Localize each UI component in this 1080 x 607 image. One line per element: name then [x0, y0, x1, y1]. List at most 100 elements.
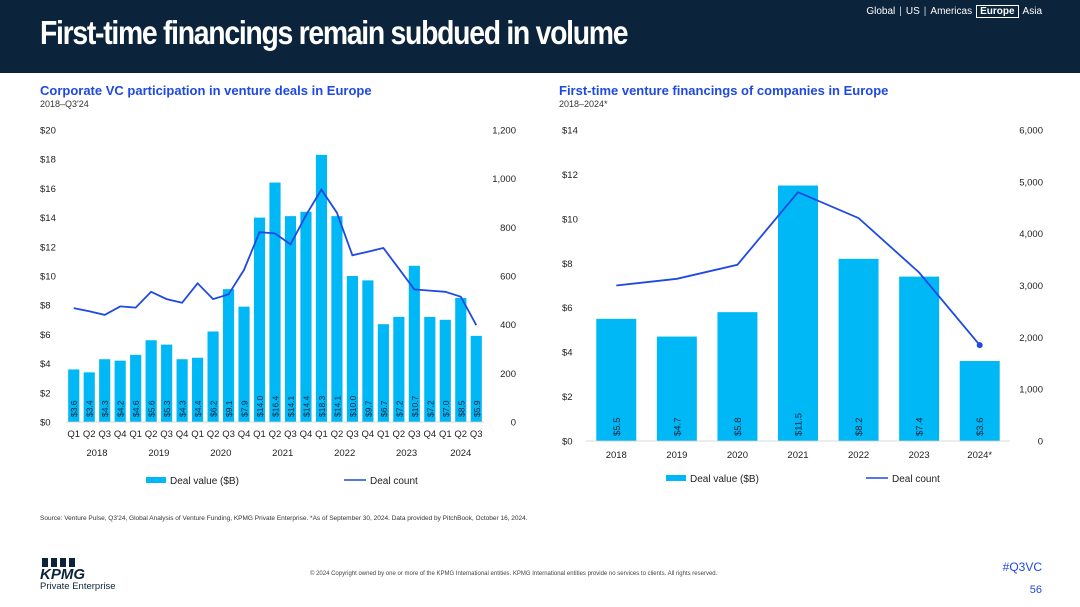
- left-x-year-label: 2024: [450, 448, 471, 459]
- right-x-category-label: 2018: [606, 450, 627, 461]
- left-bar: [130, 354, 142, 422]
- right-x-category-label: 2021: [787, 450, 808, 461]
- left-bar-label: $14.1: [332, 395, 342, 417]
- right-y-left-tick: $8: [562, 259, 573, 270]
- left-bar: [315, 154, 328, 422]
- logo-text: KPMG: [40, 566, 85, 583]
- source-note: Source: Venture Pulse, Q3'24, Global Ana…: [40, 515, 528, 522]
- left-bar: [362, 280, 374, 422]
- kpmg-logo: KPMG: [40, 558, 115, 585]
- left-y-left-tick: $10: [40, 272, 56, 283]
- left-y-right-tick: 800: [500, 223, 516, 234]
- left-x-quarter-label: Q3: [98, 429, 111, 440]
- left-x-quarter-label: Q4: [362, 429, 375, 440]
- right-y-right-tick: 5,000: [1019, 177, 1043, 188]
- left-x-quarter-label: Q4: [238, 429, 251, 440]
- left-y-left-tick: $6: [40, 330, 51, 341]
- left-bar-label: $6.7: [379, 400, 389, 417]
- page-number: 56: [1029, 584, 1042, 596]
- left-bar-label: $3.4: [85, 400, 95, 417]
- left-x-quarter-label: Q3: [346, 429, 359, 440]
- left-x-quarter-label: Q4: [176, 429, 189, 440]
- left-x-quarter-label: Q3: [160, 429, 173, 440]
- left-bar-label: $14.0: [255, 395, 265, 417]
- left-bar: [114, 360, 126, 422]
- left-bar-label: $3.6: [69, 400, 79, 417]
- left-x-quarter-label: Q1: [315, 429, 328, 440]
- left-bar: [99, 359, 111, 422]
- left-x-quarter-label: Q1: [439, 429, 452, 440]
- left-bar-label: $18.3: [317, 395, 327, 417]
- left-bar: [145, 340, 157, 422]
- right-line-end-point: [976, 342, 983, 349]
- left-y-right-tick: 1,200: [492, 126, 516, 137]
- left-bar-label: $10.0: [348, 395, 358, 417]
- right-bar-label: $3.6: [975, 418, 986, 437]
- right-bar: [959, 361, 1000, 441]
- left-bar-label: $4.3: [178, 400, 188, 417]
- left-x-quarter-label: Q1: [253, 429, 266, 440]
- region-asia[interactable]: Asia: [1022, 6, 1042, 17]
- left-chart-title: Corporate VC participation in venture de…: [40, 83, 372, 98]
- right-x-category-label: 2020: [727, 450, 748, 461]
- region-us[interactable]: US: [905, 6, 920, 17]
- left-bar-label: $6.2: [209, 400, 219, 417]
- left-bar: [176, 359, 188, 422]
- left-y-left-tick: $0: [40, 418, 51, 429]
- region-americas[interactable]: Americas: [930, 6, 973, 17]
- region-nav: Global | US | Americas Europe Asia: [866, 5, 1042, 18]
- right-legend-bar-label: Deal value ($B): [690, 474, 759, 485]
- region-global[interactable]: Global: [866, 6, 896, 17]
- left-bar-label: $7.2: [394, 400, 404, 417]
- logo-subtitle: Private Enterprise: [40, 581, 116, 592]
- left-bar: [470, 335, 482, 422]
- left-bar-label: $5.6: [147, 400, 157, 417]
- right-chart-subtitle: 2018–2024*: [559, 99, 608, 109]
- left-bar: [346, 276, 358, 422]
- left-bar-label: $7.2: [425, 400, 435, 417]
- right-y-left-tick: $12: [562, 170, 578, 181]
- right-y-left-tick: $4: [562, 348, 573, 359]
- left-bar: [300, 211, 312, 422]
- right-y-left-tick: $0: [562, 437, 573, 448]
- left-x-year-label: 2020: [210, 448, 231, 459]
- right-bar: [778, 185, 818, 441]
- left-bar: [269, 182, 281, 422]
- left-legend-bar-swatch: [146, 477, 166, 483]
- left-x-quarter-label: Q3: [222, 429, 235, 440]
- left-x-quarter-label: Q4: [114, 429, 127, 440]
- kpmg-logo-icon: KPMG: [40, 558, 85, 583]
- right-bar-label: $11.5: [794, 413, 805, 436]
- right-y-right-tick: 4,000: [1019, 229, 1043, 240]
- right-bar: [656, 336, 697, 441]
- left-bar-label: $4.4: [193, 400, 203, 417]
- left-bar: [408, 265, 420, 422]
- left-x-year-label: 2022: [334, 448, 355, 459]
- left-deal-count-line: [73, 187, 478, 326]
- left-y-right-tick: 400: [500, 320, 516, 331]
- left-y-left-tick: $16: [40, 184, 56, 195]
- right-bar: [596, 318, 637, 441]
- left-x-year-label: 2023: [396, 448, 417, 459]
- right-y-right-tick: 6,000: [1019, 126, 1043, 137]
- left-bar-label: $4.3: [100, 400, 110, 417]
- left-bar: [455, 297, 467, 422]
- left-legend-bar-label: Deal value ($B): [170, 476, 239, 487]
- left-bar: [253, 217, 266, 422]
- hashtag[interactable]: #Q3VC: [1002, 560, 1042, 574]
- left-y-left-tick: $14: [40, 213, 56, 224]
- left-bar-label: $7.9: [240, 400, 250, 417]
- left-bar-label: $10.7: [410, 395, 420, 417]
- header-bar: First-time financings remain subdued in …: [0, 0, 1080, 73]
- left-x-quarter-label: Q2: [145, 429, 158, 440]
- left-bar: [192, 357, 204, 422]
- left-y-right-tick: 600: [500, 272, 516, 283]
- right-legend-bar-swatch: [666, 475, 686, 481]
- left-bar: [83, 372, 95, 422]
- region-europe[interactable]: Europe: [976, 5, 1019, 18]
- right-chart-title: First-time venture financings of compani…: [559, 83, 889, 98]
- right-y-right-tick: 1,000: [1019, 385, 1043, 396]
- left-y-right-tick: 200: [500, 369, 516, 380]
- left-x-quarter-label: Q4: [300, 429, 313, 440]
